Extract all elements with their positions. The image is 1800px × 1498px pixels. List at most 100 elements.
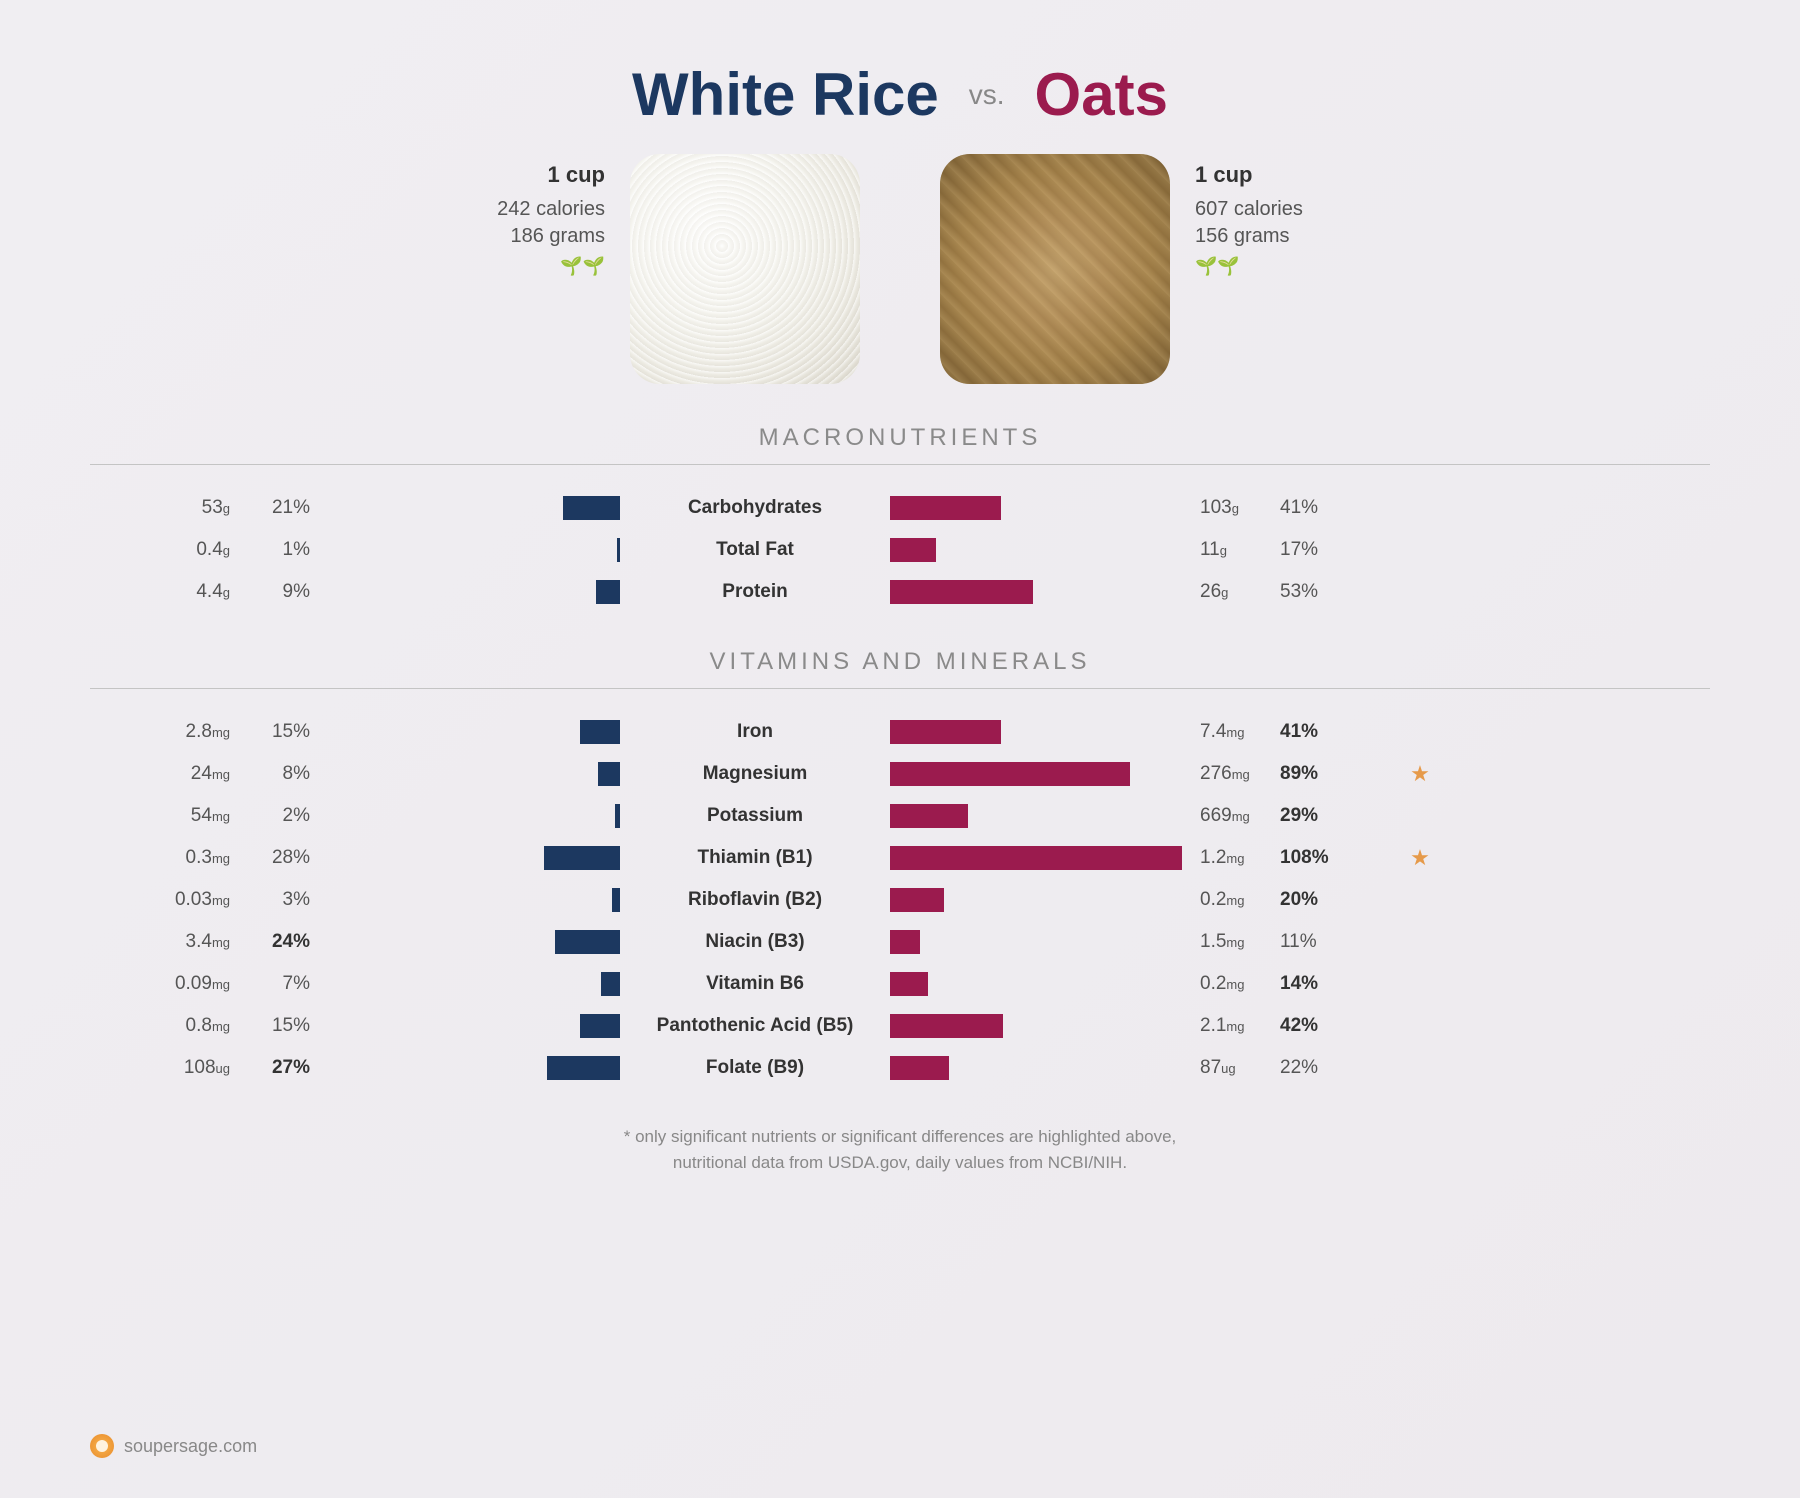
nutrient-label: Thiamin (B1) xyxy=(620,847,890,869)
footer: soupersage.com xyxy=(90,1434,1710,1458)
left-percent: 8% xyxy=(230,763,320,785)
left-percent: 3% xyxy=(230,889,320,911)
nutrient-label: Protein xyxy=(620,581,890,603)
nutrient-row: 53g21% Carbohydrates 103g41% xyxy=(90,487,1710,529)
left-amount: 0.09mg xyxy=(90,973,230,995)
vs-label: vs. xyxy=(969,79,1005,111)
right-amount: 11g xyxy=(1190,539,1280,561)
right-food-title: Oats xyxy=(1035,60,1168,129)
footnote-line1: * only significant nutrients or signific… xyxy=(90,1124,1710,1150)
left-bar xyxy=(320,972,620,996)
left-food-info: 1 cup 242 calories 186 grams 🌱🌱 xyxy=(497,154,605,277)
right-bar xyxy=(890,804,1190,828)
nutrient-row: 0.8mg15% Pantothenic Acid (B5) 2.1mg42% xyxy=(90,1005,1710,1047)
right-amount: 669mg xyxy=(1190,805,1280,827)
right-bar xyxy=(890,580,1190,604)
nutrient-row: 54mg2% Potassium 669mg29% xyxy=(90,795,1710,837)
right-bar xyxy=(890,538,1190,562)
nutrient-row: 108ug27% Folate (B9) 87ug22% xyxy=(90,1047,1710,1089)
left-percent: 9% xyxy=(230,581,320,603)
left-amount: 53g xyxy=(90,497,230,519)
left-amount: 54mg xyxy=(90,805,230,827)
right-percent: 17% xyxy=(1280,539,1400,561)
footnote-line2: nutritional data from USDA.gov, daily va… xyxy=(90,1150,1710,1176)
nutrient-label: Riboflavin (B2) xyxy=(620,889,890,911)
left-amount: 0.3mg xyxy=(90,847,230,869)
left-percent: 15% xyxy=(230,721,320,743)
nutrient-row: 0.03mg3%Riboflavin (B2)0.2mg20% xyxy=(90,879,1710,921)
right-amount: 87ug xyxy=(1190,1057,1280,1079)
left-bar xyxy=(320,930,620,954)
left-bar xyxy=(320,888,620,912)
right-percent: 29% xyxy=(1280,805,1400,827)
left-bar xyxy=(320,496,620,520)
right-percent: 11% xyxy=(1280,931,1400,953)
right-food-info: 1 cup 607 calories 156 grams 🌱🌱 xyxy=(1195,154,1303,277)
right-bar xyxy=(890,846,1190,870)
left-amount: 3.4mg xyxy=(90,931,230,953)
left-grams: 186 grams xyxy=(497,225,605,248)
left-amount: 0.8mg xyxy=(90,1015,230,1037)
right-percent: 41% xyxy=(1280,497,1400,519)
right-amount: 276mg xyxy=(1190,763,1280,785)
nutrient-row: 3.4mg24%Niacin (B3)1.5mg11% xyxy=(90,921,1710,963)
nutrient-label: Carbohydrates xyxy=(620,497,890,519)
right-amount: 1.2mg xyxy=(1190,847,1280,869)
right-percent: 42% xyxy=(1280,1015,1400,1037)
left-serving: 1 cup xyxy=(497,162,605,188)
site-logo-icon xyxy=(90,1434,114,1458)
right-food-image xyxy=(940,154,1170,384)
right-amount: 2.1mg xyxy=(1190,1015,1280,1037)
left-bar xyxy=(320,846,620,870)
left-percent: 1% xyxy=(230,539,320,561)
right-bar xyxy=(890,888,1190,912)
right-grams: 156 grams xyxy=(1195,225,1303,248)
nutrient-label: Magnesium xyxy=(620,763,890,785)
macros-section-title: MACRONUTRIENTS xyxy=(90,424,1710,452)
left-amount: 4.4g xyxy=(90,581,230,603)
left-food-image xyxy=(630,154,860,384)
nutrient-row: 0.3mg28%Thiamin (B1)1.2mg108%★ xyxy=(90,837,1710,879)
nutrient-label: Total Fat xyxy=(620,539,890,561)
left-amount: 24mg xyxy=(90,763,230,785)
right-percent: 20% xyxy=(1280,889,1400,911)
nutrient-row: 0.4g1%Total Fat11g17% xyxy=(90,529,1710,571)
nutrient-label: Folate (B9) xyxy=(620,1057,890,1079)
left-bar xyxy=(320,1056,620,1080)
left-percent: 15% xyxy=(230,1015,320,1037)
nutrient-row: 4.4g9% Protein 26g53% xyxy=(90,571,1710,613)
right-amount: 26g xyxy=(1190,581,1280,603)
right-percent: 89% xyxy=(1280,763,1400,785)
right-bar xyxy=(890,1014,1190,1038)
vitamins-section-title: VITAMINS AND MINERALS xyxy=(90,648,1710,676)
macros-rows: 53g21%Carbohydrates103g41%0.4g1%Total Fa… xyxy=(90,487,1710,613)
nutrient-row: 0.09mg7%Vitamin B60.2mg14% xyxy=(90,963,1710,1005)
nutrient-label: Iron xyxy=(620,721,890,743)
right-percent: 41% xyxy=(1280,721,1400,743)
comparison-header: White Rice vs. Oats xyxy=(90,60,1710,129)
right-bar xyxy=(890,1056,1190,1080)
right-bar xyxy=(890,762,1190,786)
right-amount: 7.4mg xyxy=(1190,721,1280,743)
right-food-block: 1 cup 607 calories 156 grams 🌱🌱 xyxy=(940,154,1303,384)
left-percent: 21% xyxy=(230,497,320,519)
right-calories: 607 calories xyxy=(1195,198,1303,221)
left-amount: 108ug xyxy=(90,1057,230,1079)
right-serving: 1 cup xyxy=(1195,162,1303,188)
right-amount: 103g xyxy=(1190,497,1280,519)
left-food-title: White Rice xyxy=(632,60,939,129)
right-bar xyxy=(890,720,1190,744)
nutrient-row: 2.8mg15%Iron7.4mg41% xyxy=(90,711,1710,753)
right-bar xyxy=(890,930,1190,954)
right-diet-icons: 🌱🌱 xyxy=(1195,256,1303,277)
left-bar xyxy=(320,1014,620,1038)
left-bar xyxy=(320,804,620,828)
nutrient-label: Pantothenic Acid (B5) xyxy=(620,1015,890,1037)
left-percent: 2% xyxy=(230,805,320,827)
right-percent: 53% xyxy=(1280,581,1400,603)
left-percent: 27% xyxy=(230,1057,320,1079)
left-percent: 28% xyxy=(230,847,320,869)
nutrient-label: Potassium xyxy=(620,805,890,827)
nutrient-label: Vitamin B6 xyxy=(620,973,890,995)
right-percent: 22% xyxy=(1280,1057,1400,1079)
